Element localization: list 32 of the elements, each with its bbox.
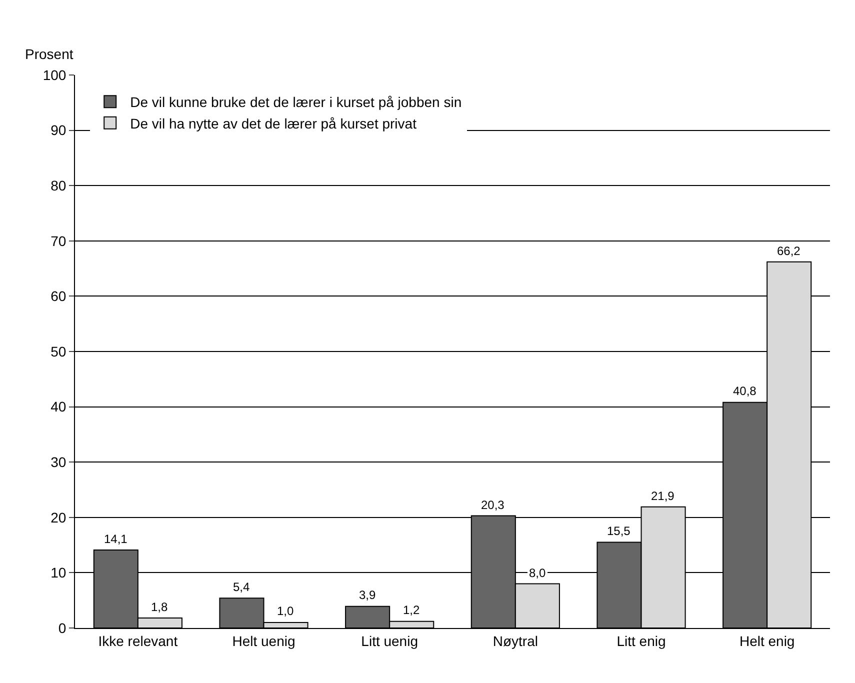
data-label: 66,2 — [777, 244, 801, 258]
y-tick-label: 60 — [50, 288, 66, 304]
data-label: 15,5 — [607, 524, 631, 538]
legend-label: De vil ha nytte av det de lærer på kurset privat — [130, 115, 417, 132]
data-label: 8,0 — [529, 566, 546, 580]
x-tick-label: Helt uenig — [232, 632, 296, 649]
data-label: 5,4 — [233, 580, 250, 594]
data-label: 40,8 — [733, 384, 757, 398]
data-label: 20,3 — [481, 498, 505, 512]
x-tick-label: Ikke relevant — [98, 632, 178, 649]
y-tick-label: 80 — [50, 178, 66, 194]
y-tick-label: 100 — [42, 66, 66, 83]
x-tick-label: Litt enig — [616, 632, 666, 649]
y-tick-label: 0 — [58, 620, 66, 636]
x-tick-label: Nøytral — [492, 632, 538, 649]
data-label: 1,2 — [403, 603, 420, 617]
y-tick-label: 30 — [50, 454, 66, 470]
legend-label: De vil kunne bruke det de lærer i kurset på jobben sin — [130, 94, 462, 110]
y-tick-label: 20 — [50, 509, 66, 526]
y-tick-label: 90 — [50, 122, 66, 138]
data-label: 3,9 — [359, 588, 376, 602]
data-label: 1,8 — [151, 600, 168, 614]
data-label: 1,0 — [277, 604, 294, 618]
y-tick-label: 70 — [50, 232, 66, 249]
y-axis-title: Prosent — [25, 46, 74, 62]
y-tick-label: 50 — [50, 343, 66, 360]
y-tick-label: 10 — [50, 564, 66, 581]
data-label: 14,1 — [104, 532, 128, 546]
x-tick-label: Helt enig — [739, 632, 795, 649]
data-label: 21,9 — [651, 489, 675, 503]
x-tick-label: Litt uenig — [361, 632, 418, 649]
y-tick-label: 40 — [50, 398, 66, 415]
